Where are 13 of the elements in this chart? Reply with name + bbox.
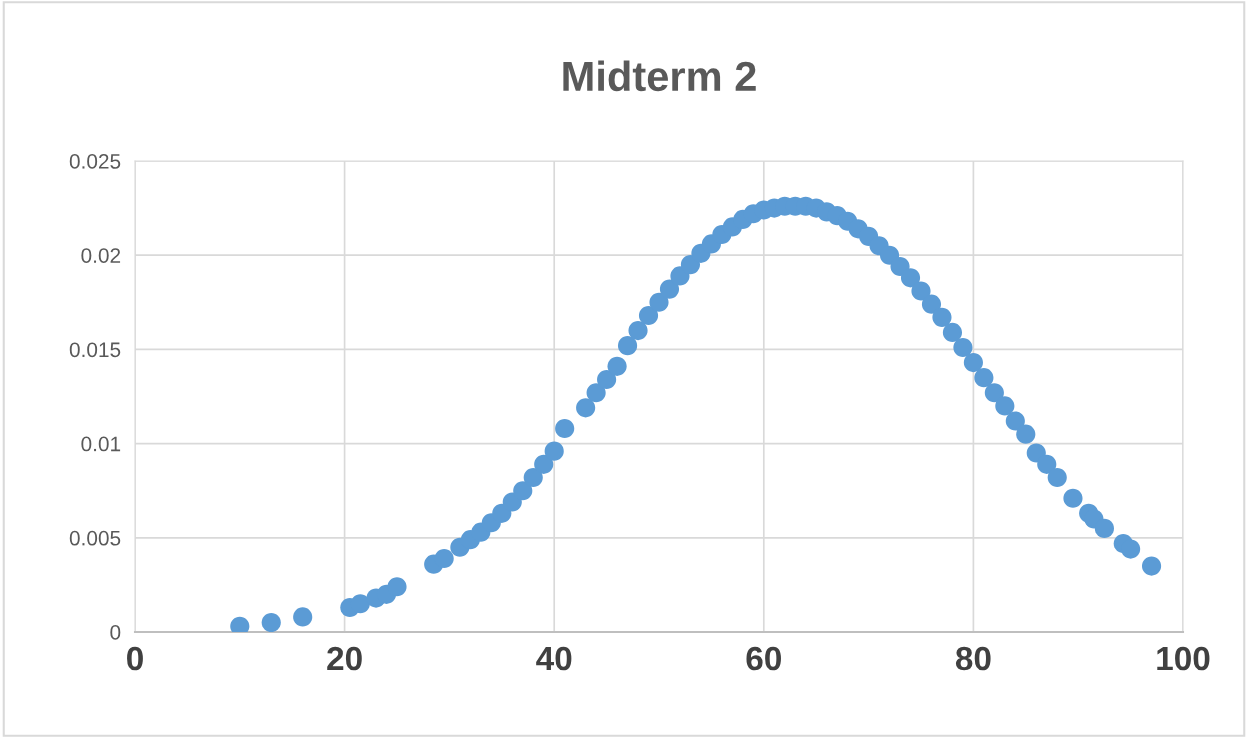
y-tick-label: 0.015	[69, 342, 121, 358]
x-tick-label: 80	[955, 646, 991, 671]
y-tick-label: 0.02	[81, 248, 121, 263]
x-tick-label: 40	[536, 646, 572, 671]
x-tick-label: 0	[127, 646, 143, 671]
x-tick-label: 60	[746, 646, 781, 671]
y-tick-label: 0	[110, 625, 121, 640]
y-tick-label: 0.005	[69, 530, 121, 546]
y-tick-label: 0.01	[81, 436, 121, 452]
chart-title: Midterm 2	[563, 60, 756, 92]
x-tick-label: 100	[1157, 646, 1210, 671]
y-tick-label: 0.025	[69, 154, 121, 169]
x-tick-label: 20	[327, 646, 362, 671]
